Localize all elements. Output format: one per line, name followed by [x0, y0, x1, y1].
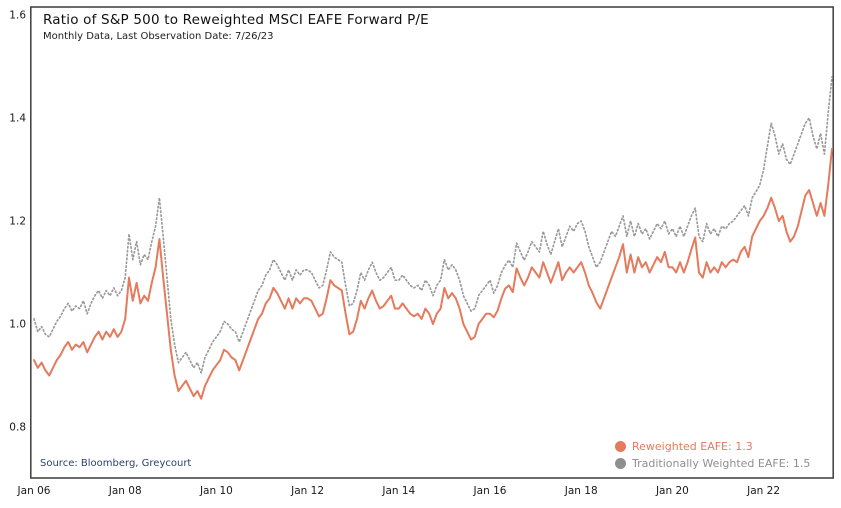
y-tick-label: 0.8: [9, 422, 26, 434]
plot-border: [30, 6, 834, 479]
y-tick-label: 1.4: [9, 113, 26, 125]
chart-title: Ratio of S&P 500 to Reweighted MSCI EAFE…: [43, 12, 429, 28]
x-tick-label: Jan 10: [199, 485, 233, 497]
y-tick-label: 1.6: [9, 10, 26, 22]
x-tick-label: Jan 18: [564, 485, 598, 497]
y-tick-label: 1.0: [9, 319, 26, 331]
x-tick-label: Jan 22: [746, 485, 780, 497]
legend-label-reweighted: Reweighted EAFE: 1.3: [632, 440, 753, 453]
legend-item-traditional: Traditionally Weighted EAFE: 1.5: [615, 455, 810, 472]
traditional-series-marker-icon: [615, 458, 626, 469]
x-tick-label: Jan 12: [290, 485, 324, 497]
x-tick-label: Jan 08: [108, 485, 142, 497]
traditional-eafe-line: [33, 75, 833, 374]
x-tick-label: Jan 06: [17, 485, 51, 497]
reweighted-eafe-line: [33, 147, 833, 400]
x-tick-label: Jan 20: [655, 485, 689, 497]
chart-subtitle: Monthly Data, Last Observation Date: 7/2…: [43, 31, 274, 42]
source-note: Source: Bloomberg, Greycourt: [40, 458, 192, 469]
x-tick-label: Jan 16: [473, 485, 507, 497]
legend-label-traditional: Traditionally Weighted EAFE: 1.5: [632, 457, 811, 470]
x-tick-label: Jan 14: [381, 485, 415, 497]
legend: Reweighted EAFE: 1.3 Traditionally Weigh…: [615, 438, 810, 472]
legend-item-reweighted: Reweighted EAFE: 1.3: [615, 438, 810, 455]
reweighted-series-marker-icon: [615, 441, 626, 452]
y-tick-label: 1.2: [9, 216, 26, 228]
